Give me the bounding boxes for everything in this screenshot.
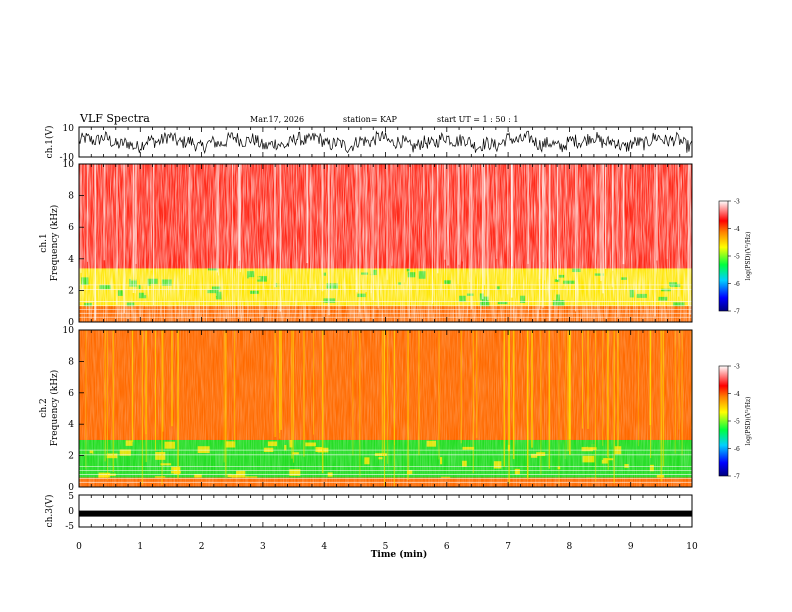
ch3-waveform-line — [79, 510, 692, 517]
ch1-spectrogram-ytick-label: 2 — [68, 286, 74, 296]
x-tick-label: 6 — [444, 542, 450, 552]
ch2-spectrogram-ylabel: Frequency (kHz) — [49, 370, 60, 447]
x-axis-label: Time (min) — [371, 549, 428, 560]
ch2-spectrogram-ytick-label: 4 — [68, 420, 74, 430]
ch1-waveform-ylabel: ch.1(V) — [44, 126, 55, 159]
x-tick-label: 4 — [321, 542, 327, 552]
ch2-spectrogram-panel: 0 2 4 6 8 10 ch.2 Frequency (kHz) — [39, 326, 693, 493]
station-label: station= KAP — [343, 115, 397, 124]
ch2-spectrogram-ytick-label: 6 — [68, 389, 74, 399]
figure-title: VLF Spectra — [80, 112, 150, 125]
cb1-tick-label: -7 — [734, 309, 740, 316]
ch2-spectrogram-channel: ch.2 — [39, 398, 49, 417]
ch3-ytick-bottom: -5 — [65, 522, 74, 532]
cb1-tick-label: -5 — [734, 254, 740, 261]
x-tick-label: 0 — [76, 542, 82, 552]
cb1-tick-label: -4 — [734, 226, 740, 233]
x-tick-label: 9 — [628, 542, 634, 552]
ch1-spectrogram-channel: ch.1 — [39, 233, 49, 252]
ch3-waveform-ylabel: ch.3(V) — [44, 495, 55, 528]
ch1-spectrogram-ytick-label: 0 — [68, 318, 74, 328]
cb1-tick-label: -3 — [734, 199, 740, 206]
ch1-spectrogram-ytick-label: 4 — [68, 255, 74, 265]
cb2-tick-label: -7 — [734, 474, 740, 481]
cb2-tick-label: -6 — [734, 446, 740, 453]
ch2-spectrogram-ytick-label: 8 — [68, 357, 74, 367]
ch2-spectrogram-ytick-label: 0 — [68, 483, 74, 493]
x-tick-label: 3 — [260, 542, 266, 552]
cb2-tick-label: -5 — [734, 419, 740, 426]
ch3-ytick-top: 5 — [68, 492, 74, 502]
ch2-spectrogram-texture — [79, 330, 692, 487]
x-tick-label: 8 — [567, 542, 573, 552]
ch3-waveform-panel: 5 0 -5 ch.3(V) — [44, 492, 693, 532]
start-time-label: start UT = 1 : 50 : 1 — [437, 115, 519, 124]
x-tick-label: 5 — [383, 542, 389, 552]
x-tick-label: 2 — [199, 542, 205, 552]
ch1-spectrogram-panel: 0 2 4 6 8 10 ch.1 Frequency (kHz) — [39, 160, 693, 328]
ch1-waveform-line — [78, 130, 693, 155]
x-tick-label: 7 — [505, 542, 511, 552]
x-tick-label: 1 — [137, 542, 143, 552]
ch1-spectrogram-ylabel: Frequency (kHz) — [49, 205, 60, 282]
ch1-colorbar: -3 -4 -5 -6 -7 log(PSD)(V²/Hz) — [718, 199, 752, 316]
ch3-ytick-mid: 0 — [68, 507, 74, 517]
ch1-spectrogram-texture — [79, 164, 692, 322]
ch2-spectrogram-ytick-label: 10 — [63, 326, 75, 336]
ch1-waveform-panel: 10 -10 ch.1(V) — [44, 124, 693, 163]
ch1-colorbar-label: log(PSD)(V²/Hz) — [745, 232, 752, 281]
ch2-spectrogram-ytick-label: 2 — [68, 452, 74, 462]
ch1-spectrogram-ytick-label: 6 — [68, 223, 74, 233]
cb1-tick-label: -6 — [734, 281, 740, 288]
cb2-tick-label: -4 — [734, 391, 740, 398]
ch1-ytick-top: 10 — [63, 124, 75, 134]
x-tick-label: 10 — [686, 542, 698, 552]
ch1-spectrogram-ytick-label: 10 — [63, 160, 75, 170]
ch1-ytick-bottom: -10 — [60, 153, 75, 163]
ch1-spectrogram-ytick-label: 8 — [68, 192, 74, 202]
ch2-colorbar-label: log(PSD)(V²/Hz) — [745, 397, 752, 446]
ch2-colorbar: -3 -4 -5 -6 -7 log(PSD)(V²/Hz) — [718, 364, 752, 481]
date-label: Mar.17, 2026 — [250, 115, 305, 124]
cb2-tick-label: -3 — [734, 364, 740, 371]
